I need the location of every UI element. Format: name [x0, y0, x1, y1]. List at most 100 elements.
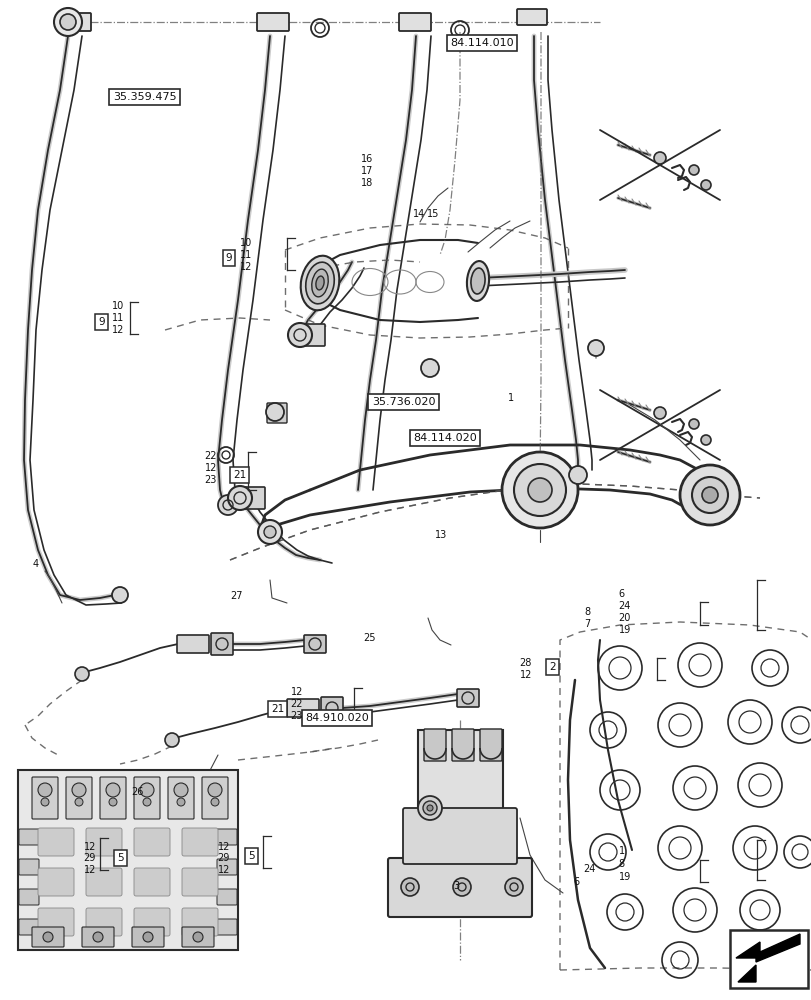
Text: 21: 21 — [233, 470, 246, 480]
Circle shape — [43, 932, 53, 942]
Text: 19: 19 — [618, 625, 630, 635]
Ellipse shape — [315, 276, 324, 290]
Text: 12: 12 — [217, 865, 230, 875]
Circle shape — [691, 477, 727, 513]
Text: 9: 9 — [98, 317, 105, 327]
Text: 24: 24 — [618, 601, 630, 611]
Text: 7: 7 — [584, 619, 590, 629]
Text: 22: 22 — [290, 699, 303, 709]
FancyBboxPatch shape — [86, 908, 122, 936]
Text: 18: 18 — [360, 178, 372, 188]
Circle shape — [504, 878, 522, 896]
Circle shape — [193, 932, 203, 942]
Circle shape — [75, 798, 83, 806]
Ellipse shape — [470, 268, 484, 294]
Text: 84.114.020: 84.114.020 — [413, 433, 476, 443]
Circle shape — [401, 878, 418, 896]
FancyBboxPatch shape — [182, 908, 217, 936]
Text: 6: 6 — [573, 877, 579, 887]
Text: 2: 2 — [548, 662, 555, 672]
Text: 84.910.020: 84.910.020 — [305, 713, 368, 723]
Text: 22: 22 — [204, 451, 217, 461]
FancyBboxPatch shape — [217, 889, 237, 905]
Circle shape — [653, 407, 665, 419]
Circle shape — [418, 796, 441, 820]
Text: 10: 10 — [112, 301, 124, 311]
Text: 29: 29 — [217, 853, 230, 863]
Text: 16: 16 — [360, 154, 372, 164]
Circle shape — [266, 403, 284, 421]
Circle shape — [54, 8, 82, 36]
Text: 12: 12 — [204, 463, 217, 473]
FancyBboxPatch shape — [217, 919, 237, 935]
Text: 17: 17 — [360, 166, 372, 176]
FancyBboxPatch shape — [457, 689, 478, 707]
FancyBboxPatch shape — [168, 777, 194, 819]
FancyBboxPatch shape — [82, 927, 114, 947]
Circle shape — [689, 419, 698, 429]
Circle shape — [75, 667, 89, 681]
FancyBboxPatch shape — [134, 828, 169, 856]
Circle shape — [702, 487, 717, 503]
FancyBboxPatch shape — [32, 777, 58, 819]
Circle shape — [653, 152, 665, 164]
Text: 35.736.020: 35.736.020 — [371, 397, 435, 407]
Polygon shape — [735, 934, 799, 962]
Ellipse shape — [311, 269, 328, 297]
Text: 23: 23 — [290, 711, 303, 721]
FancyBboxPatch shape — [234, 487, 264, 509]
FancyBboxPatch shape — [19, 919, 39, 935]
Circle shape — [143, 932, 152, 942]
FancyBboxPatch shape — [38, 908, 74, 936]
Polygon shape — [737, 965, 755, 982]
Text: 12: 12 — [290, 687, 303, 697]
Circle shape — [112, 587, 128, 603]
Circle shape — [527, 478, 551, 502]
FancyBboxPatch shape — [134, 777, 160, 819]
Text: 12: 12 — [84, 842, 96, 852]
Text: 84.114.010: 84.114.010 — [450, 38, 513, 48]
FancyBboxPatch shape — [303, 635, 325, 653]
Text: 19: 19 — [618, 872, 630, 882]
Circle shape — [217, 495, 238, 515]
Text: 3: 3 — [453, 881, 459, 891]
Text: 11: 11 — [240, 250, 252, 260]
Circle shape — [689, 165, 698, 175]
FancyBboxPatch shape — [423, 729, 445, 761]
Text: 26: 26 — [131, 787, 144, 797]
Ellipse shape — [300, 256, 339, 310]
Circle shape — [501, 452, 577, 528]
FancyBboxPatch shape — [182, 868, 217, 896]
FancyBboxPatch shape — [19, 889, 39, 905]
Text: 1: 1 — [508, 393, 514, 403]
Text: 1: 1 — [618, 846, 624, 856]
Circle shape — [93, 932, 103, 942]
FancyBboxPatch shape — [202, 777, 228, 819]
FancyBboxPatch shape — [418, 730, 502, 835]
FancyBboxPatch shape — [211, 633, 233, 655]
Circle shape — [700, 180, 710, 190]
Ellipse shape — [466, 261, 488, 301]
Circle shape — [109, 798, 117, 806]
Circle shape — [453, 878, 470, 896]
Text: 12: 12 — [217, 842, 230, 852]
Text: 28: 28 — [519, 658, 531, 668]
Circle shape — [41, 798, 49, 806]
Text: 25: 25 — [363, 633, 375, 643]
Circle shape — [258, 520, 281, 544]
Text: 8: 8 — [584, 607, 590, 617]
FancyBboxPatch shape — [217, 859, 237, 875]
Text: 5: 5 — [117, 853, 123, 863]
Text: 5: 5 — [248, 851, 255, 861]
FancyBboxPatch shape — [452, 729, 474, 761]
FancyBboxPatch shape — [86, 828, 122, 856]
FancyBboxPatch shape — [38, 868, 74, 896]
Circle shape — [165, 733, 178, 747]
Text: 8: 8 — [618, 859, 624, 869]
Circle shape — [143, 798, 151, 806]
FancyBboxPatch shape — [257, 13, 289, 31]
FancyBboxPatch shape — [86, 868, 122, 896]
FancyBboxPatch shape — [267, 403, 286, 423]
Circle shape — [264, 526, 276, 538]
Circle shape — [72, 783, 86, 797]
